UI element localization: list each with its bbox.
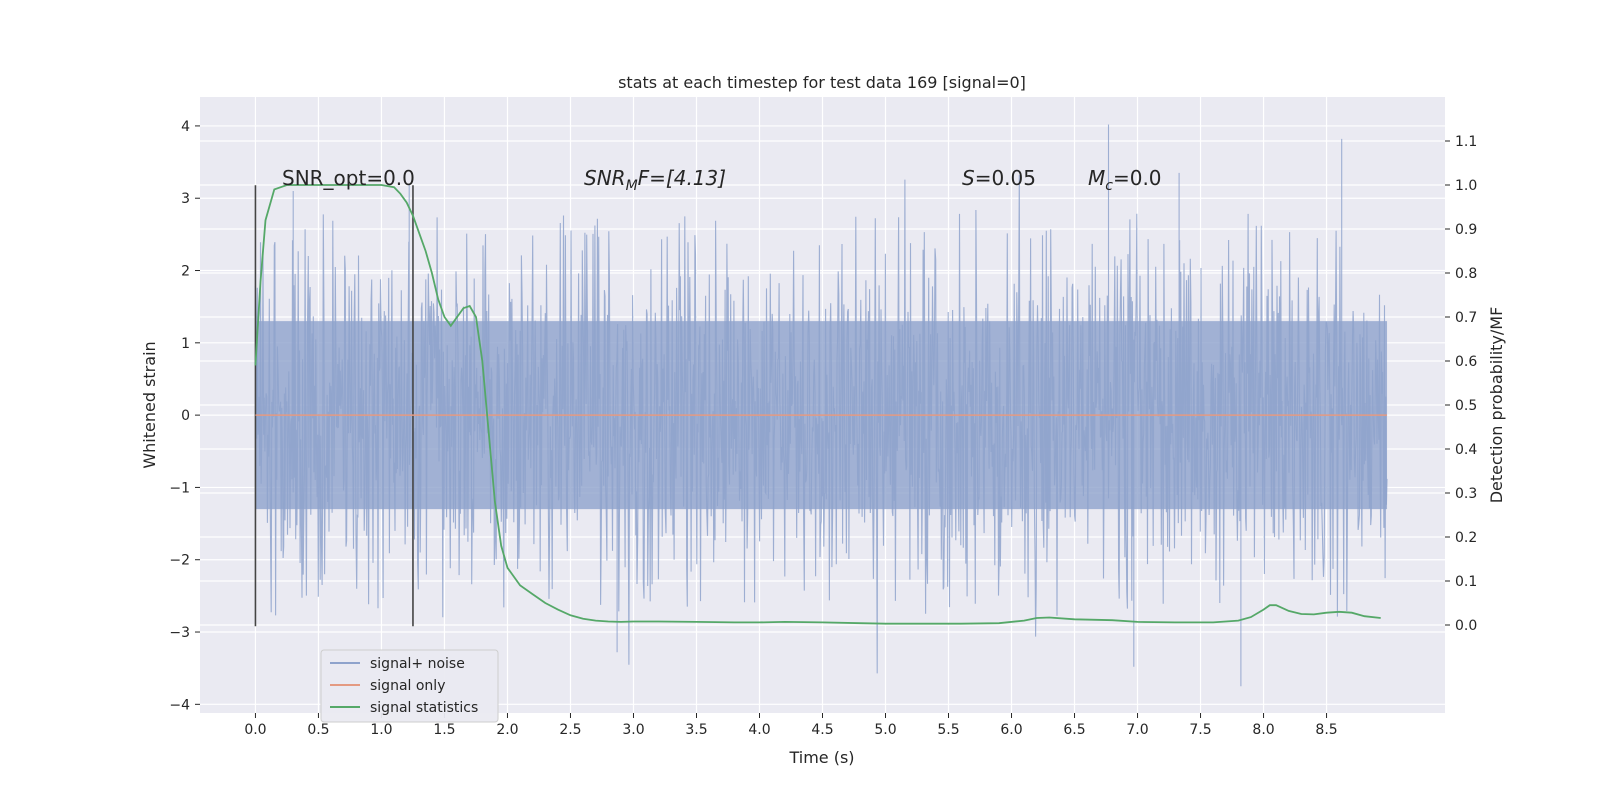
y-right-tick-label: 0.6 [1455, 354, 1477, 370]
annotation-mc: Mc=0.0 [1088, 166, 1162, 194]
x-tick-label: 4.0 [748, 722, 770, 738]
y-right-tick-label: 0.1 [1455, 574, 1477, 590]
x-tick-label: 5.0 [874, 722, 896, 738]
y-right-axis-label: Detection probability/MF [1487, 307, 1506, 504]
x-axis-label: Time (s) [788, 748, 854, 767]
annotation-snr-mf: SNRMF=[4.13] [584, 166, 726, 194]
y-axis-ticks: −4 −3 −2 −1 0 1 2 3 4 [169, 119, 200, 713]
y-right-tick-label: 0.3 [1455, 486, 1477, 502]
x-tick-label: 0.5 [307, 722, 329, 738]
x-tick-label: 1.0 [370, 722, 392, 738]
x-tick-label: 0.0 [244, 722, 266, 738]
annotation-mc-sub: c [1105, 178, 1113, 194]
y-tick-label: 3 [181, 191, 190, 207]
y-right-tick-label: 0.7 [1455, 310, 1477, 326]
y-right-tick-label: 0.4 [1455, 442, 1477, 458]
legend-box [320, 649, 499, 723]
annotation-snr-mf-sub: M [626, 178, 638, 194]
legend-label-signal-noise: signal+ noise [370, 656, 465, 672]
x-tick-label: 6.5 [1063, 722, 1085, 738]
vertical-markers [254, 185, 414, 627]
x-tick-label: 3.0 [622, 722, 644, 738]
signal-statistics-line [254, 184, 1381, 625]
y-right-tick-label: 0.8 [1455, 266, 1477, 282]
annotation-s-rest: =0.05 [975, 166, 1036, 190]
annotation-snr-mf-rest: F=[4.13] [638, 166, 726, 190]
x-tick-label: 7.0 [1126, 722, 1148, 738]
y-right-tick-label: 1.1 [1455, 134, 1477, 150]
x-tick-label: 3.5 [685, 722, 707, 738]
y-right-tick-label: 0.2 [1455, 530, 1477, 546]
y-axis-label: Whitened strain [140, 341, 159, 468]
y-tick-label: 2 [181, 264, 190, 280]
x-tick-label: 1.5 [433, 722, 455, 738]
x-tick-label: 6.0 [1000, 722, 1022, 738]
x-tick-label: 4.5 [811, 722, 833, 738]
y-tick-label: 4 [181, 119, 190, 135]
y-tick-label: −3 [169, 625, 190, 641]
x-tick-label: 7.5 [1189, 722, 1211, 738]
annotation-s: S=0.05 [962, 166, 1036, 190]
legend-label-signal-only: signal only [370, 678, 445, 694]
y-right-tick-label: 0.9 [1455, 222, 1477, 238]
noise-trace [254, 124, 1388, 687]
annotation-mc-rest: =0.0 [1113, 166, 1162, 190]
y-right-tick-label: 1.0 [1455, 178, 1477, 194]
annotation-mc-main: M [1088, 166, 1105, 190]
x-tick-label: 8.5 [1315, 722, 1337, 738]
x-tick-label: 5.5 [937, 722, 959, 738]
annotation-snr-mf-main: SNR [584, 166, 626, 190]
legend: signal+ noise signal only signal statist… [320, 649, 499, 723]
y-tick-label: 1 [181, 336, 190, 352]
y-tick-label: −1 [169, 480, 190, 496]
y-right-axis-ticks: 0.0 0.1 0.2 0.3 0.4 0.5 0.6 0.7 0.8 0.9 1.0 1.1 [1445, 134, 1477, 634]
y-tick-label: 0 [181, 408, 190, 424]
annotation-s-main: S [962, 166, 975, 190]
x-tick-label: 2.0 [496, 722, 518, 738]
y-tick-label: −4 [169, 697, 190, 713]
x-axis-ticks: 0.0 0.5 1.0 1.5 2.0 2.5 3.0 3.5 4.0 4.5 5.0 5.5 6.0 6… [244, 713, 1338, 738]
y-tick-label: −2 [169, 553, 190, 569]
x-tick-label: 8.0 [1252, 722, 1274, 738]
y-right-tick-label: 0.5 [1455, 398, 1477, 414]
legend-label-signal-statistics: signal statistics [370, 700, 478, 716]
annotation-snr-opt: SNR_opt=0.0 [282, 166, 415, 190]
chart-title: stats at each timestep for test data 169… [618, 73, 1026, 92]
x-tick-label: 2.5 [559, 722, 581, 738]
y-right-tick-label: 0.0 [1455, 618, 1477, 634]
